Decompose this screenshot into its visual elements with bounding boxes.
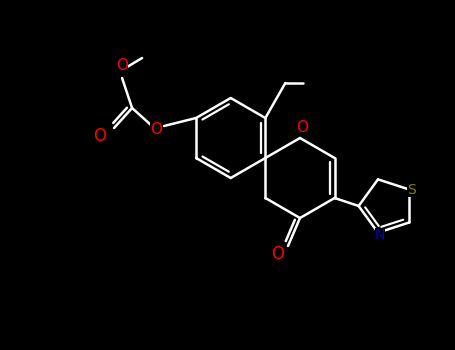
Text: N: N — [375, 228, 385, 241]
Text: O: O — [272, 245, 284, 263]
Text: O: O — [94, 127, 106, 145]
Text: O: O — [116, 58, 128, 74]
Text: S: S — [407, 183, 416, 197]
Text: O: O — [296, 120, 308, 135]
Text: O: O — [150, 121, 162, 136]
